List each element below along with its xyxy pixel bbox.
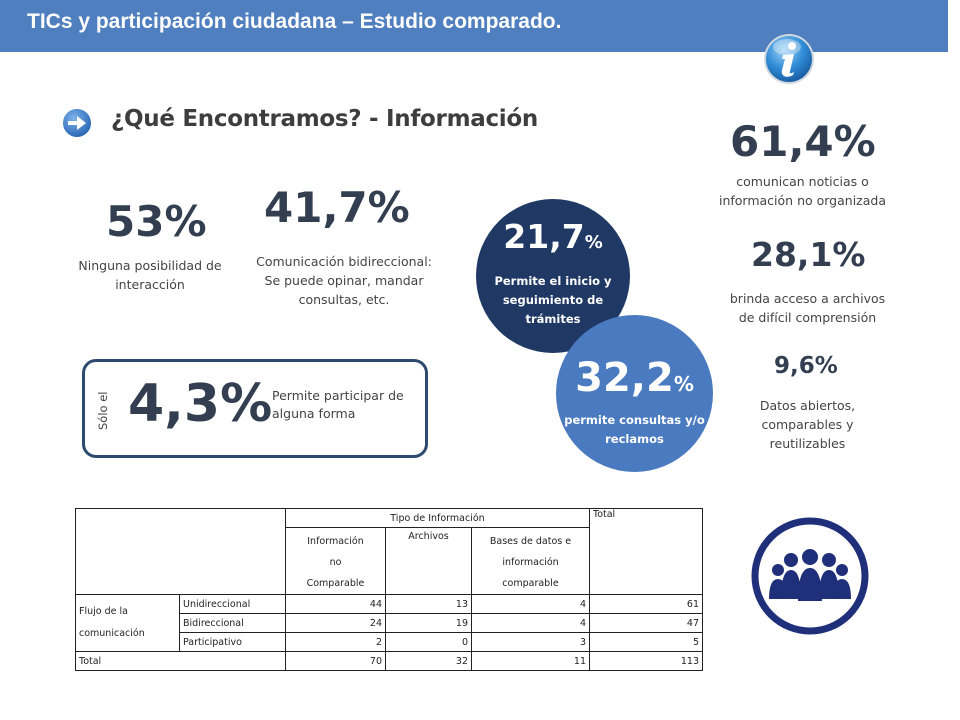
header-bar: TICs y participación ciudadana – Estudio… bbox=[0, 0, 948, 52]
stat-9-6-value: 9,6% bbox=[774, 353, 838, 379]
table-group-header: Tipo de Información bbox=[285, 508, 590, 528]
table-row: Flujo de la comunicación Unidireccional 4… bbox=[75, 594, 703, 652]
stat-32-2-value: 32,2% bbox=[575, 355, 694, 401]
table-col-header: Información no Comparable bbox=[285, 527, 386, 595]
stat-41-7-desc: Comunicación bidireccional: Se puede opin… bbox=[256, 254, 432, 307]
table-col-header: Archivos bbox=[385, 527, 472, 595]
stat-61-4-value: 61,4% bbox=[730, 117, 876, 166]
stat-61-4-desc: comunican noticias o información no organ… bbox=[718, 174, 886, 208]
table-total-row: Total 70 32 11 113 bbox=[75, 651, 703, 671]
stat-21-7-desc: Permite el inicio y seguimiento de trámite… bbox=[494, 274, 612, 326]
stat-53-desc: Ninguna posibilidad de interacción bbox=[78, 258, 222, 292]
stat-28-1-desc: brinda acceso a archivos de difícil compr… bbox=[729, 291, 886, 325]
stat-53-value: 53% bbox=[106, 197, 207, 246]
arrow-right-icon bbox=[61, 107, 93, 139]
stat-4-3-value: 4,3% bbox=[128, 374, 273, 434]
people-group-icon bbox=[751, 517, 869, 635]
stat-32-2-desc: permite consultas y/o reclamos bbox=[564, 413, 705, 446]
table-total-header: Total bbox=[589, 508, 703, 595]
table-row: Bidireccional 24 19 4 47 bbox=[76, 613, 703, 633]
stat-4-3-box bbox=[82, 359, 428, 458]
table-row-group-label: Flujo de la comunicación bbox=[75, 594, 180, 652]
stat-4-3-desc: Permite participar de alguna forma bbox=[272, 388, 404, 421]
table-header-row: Tipo de Información Total bbox=[75, 508, 703, 595]
stat-21-7-value: 21,7% bbox=[503, 217, 603, 256]
table-col-header: Bases de datos e información comparable bbox=[471, 527, 590, 595]
info-icon bbox=[764, 34, 814, 84]
header-title: TICs y participación ciudadana – Estudio… bbox=[27, 10, 562, 33]
table-row: Participativo 2 0 3 5 bbox=[76, 632, 703, 652]
stat-4-3-prefix: Sólo el bbox=[96, 391, 110, 431]
stat-41-7-value: 41,7% bbox=[264, 183, 410, 232]
section-title: ¿Qué Encontramos? - Información bbox=[111, 106, 538, 132]
stat-28-1-value: 28,1% bbox=[751, 235, 866, 274]
stat-9-6-desc: Datos abiertos, comparables y reutilizable… bbox=[759, 398, 856, 451]
stat-32-2-circle: 32,2% permite consultas y/o reclamos bbox=[556, 315, 713, 472]
data-table: Tipo de Información Total Información no C… bbox=[75, 508, 703, 671]
